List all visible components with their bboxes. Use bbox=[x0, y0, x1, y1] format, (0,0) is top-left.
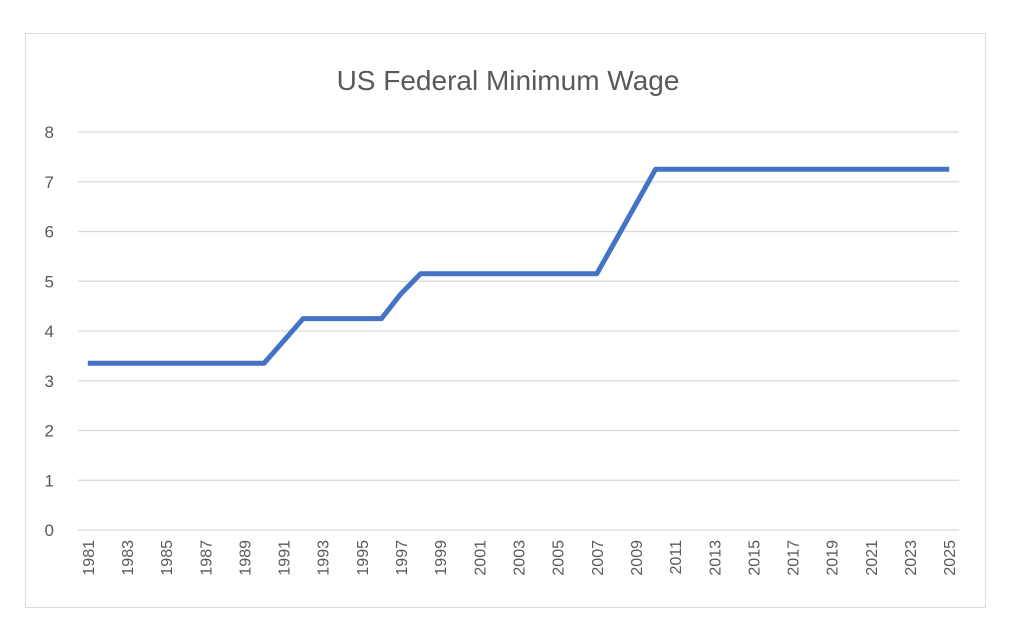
x-tick-label: 2023 bbox=[903, 540, 920, 576]
x-tick-label: 2001 bbox=[472, 540, 489, 576]
x-tick-label: 1987 bbox=[198, 540, 215, 576]
x-tick-label: 1997 bbox=[394, 540, 411, 576]
y-axis-ticks: 0 1 2 3 4 5 6 7 8 bbox=[45, 123, 54, 540]
x-tick-label: 2005 bbox=[551, 540, 568, 576]
x-tick-label: 2011 bbox=[668, 540, 685, 575]
x-axis-ticks: 1981 1983 1985 1987 1989 1991 1993 1995 1997 1999… bbox=[81, 540, 959, 576]
x-tick-label: 1995 bbox=[355, 540, 372, 576]
y-tick-label: 2 bbox=[45, 422, 54, 441]
x-tick-label: 2013 bbox=[707, 540, 724, 576]
x-tick-label: 1985 bbox=[159, 540, 176, 576]
y-tick-label: 6 bbox=[45, 223, 54, 242]
x-tick-label: 1991 bbox=[277, 540, 294, 576]
y-tick-label: 7 bbox=[45, 173, 54, 192]
x-tick-label: 1981 bbox=[81, 540, 98, 576]
x-tick-label: 2025 bbox=[942, 540, 959, 576]
y-tick-label: 8 bbox=[45, 123, 54, 142]
gridlines bbox=[78, 131, 959, 531]
y-tick-label: 0 bbox=[45, 521, 54, 540]
x-tick-label: 2007 bbox=[590, 540, 607, 576]
x-tick-label: 2015 bbox=[746, 540, 763, 576]
x-tick-label: 1983 bbox=[120, 540, 137, 576]
x-tick-label: 2003 bbox=[512, 540, 529, 576]
x-tick-label: 2019 bbox=[825, 540, 842, 576]
x-tick-label: 1993 bbox=[316, 540, 333, 576]
series-layer bbox=[87, 166, 950, 366]
x-tick-label: 2009 bbox=[629, 540, 646, 576]
series-line-0 bbox=[87, 166, 950, 366]
x-tick-label: 1989 bbox=[237, 540, 254, 576]
y-tick-label: 4 bbox=[45, 322, 54, 341]
y-tick-label: 1 bbox=[45, 471, 54, 490]
y-tick-label: 3 bbox=[45, 372, 54, 391]
y-tick-label: 5 bbox=[45, 272, 54, 291]
x-tick-label: 1999 bbox=[433, 540, 450, 576]
x-tick-label: 2017 bbox=[786, 540, 803, 576]
chart-title: US Federal Minimum Wage bbox=[337, 65, 680, 96]
x-tick-label: 2021 bbox=[864, 540, 881, 576]
